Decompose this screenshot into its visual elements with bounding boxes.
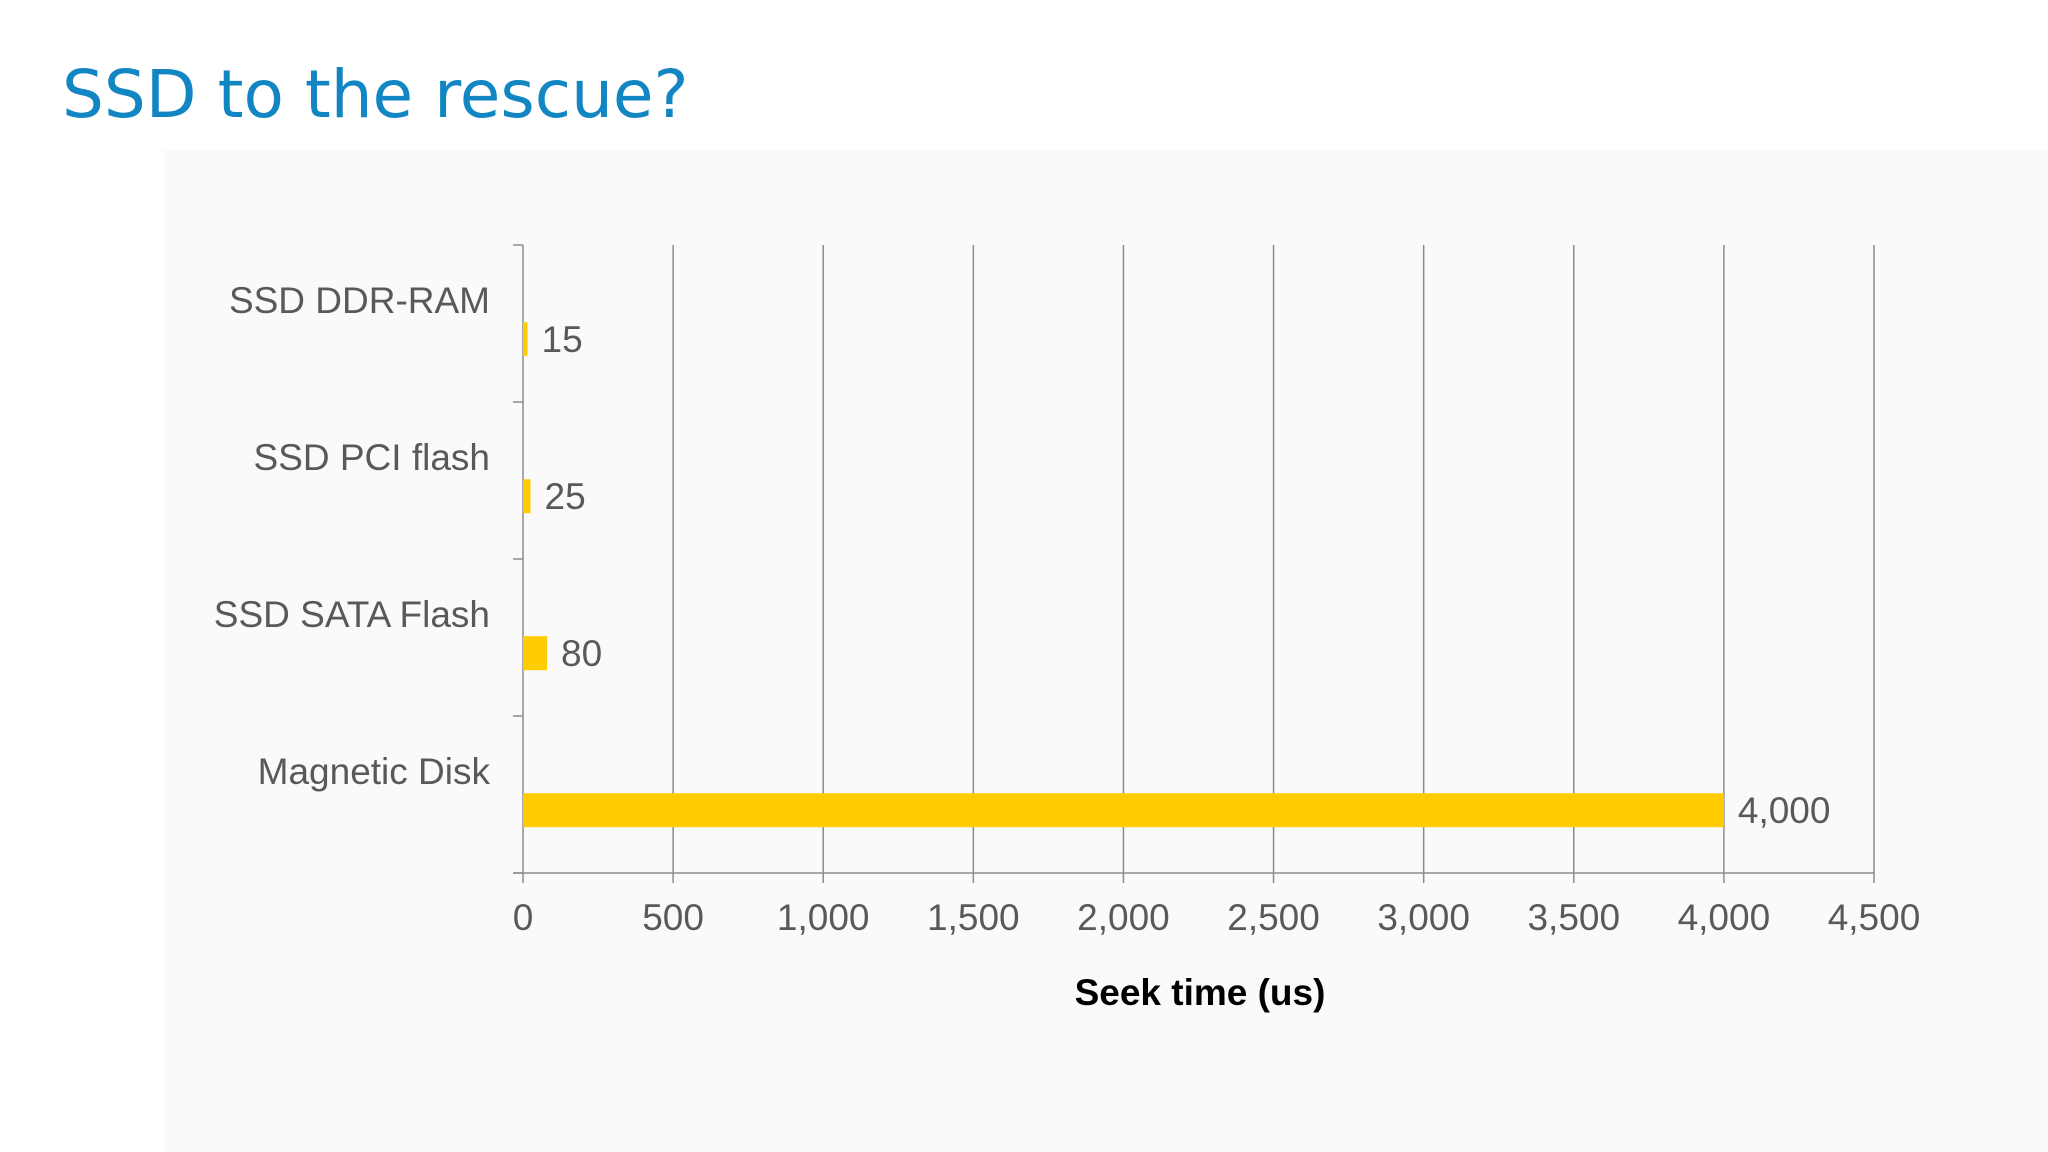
category-label: SSD SATA Flash [214, 594, 490, 635]
x-tick-label: 1,500 [927, 897, 1020, 938]
category-label: SSD PCI flash [254, 437, 490, 478]
bars [523, 322, 1724, 828]
x-tick-label: 2,000 [1077, 897, 1170, 938]
x-tick-label: 4,500 [1828, 897, 1921, 938]
x-tick-label: 0 [513, 897, 534, 938]
x-tick-label: 3,000 [1377, 897, 1470, 938]
x-tick-label: 1,000 [777, 897, 870, 938]
category-label: Magnetic Disk [258, 751, 491, 792]
x-tick-label: 2,500 [1227, 897, 1320, 938]
bar [523, 793, 1724, 828]
data-label: 15 [542, 319, 583, 360]
chart-background-panel [164, 150, 2048, 1152]
labels: 0 500 1,000 1,500 2,000 2,500 3,000 3,500 4,000 4… [214, 280, 1921, 938]
slide-title: SSD to the rescue? [62, 56, 689, 133]
bar [523, 322, 528, 357]
category-label: SSD DDR-RAM [229, 280, 490, 321]
bar [523, 479, 531, 514]
data-label: 4,000 [1738, 790, 1831, 831]
x-tick-label: 500 [642, 897, 704, 938]
axes [513, 244, 1874, 883]
grid-lines [672, 245, 1875, 883]
x-axis-title: Seek time (us) [1075, 972, 1326, 1013]
data-label: 80 [561, 633, 602, 674]
x-tick-label: 3,500 [1527, 897, 1620, 938]
bar [523, 636, 548, 671]
x-tick-label: 4,000 [1678, 897, 1771, 938]
data-label: 25 [545, 476, 586, 517]
